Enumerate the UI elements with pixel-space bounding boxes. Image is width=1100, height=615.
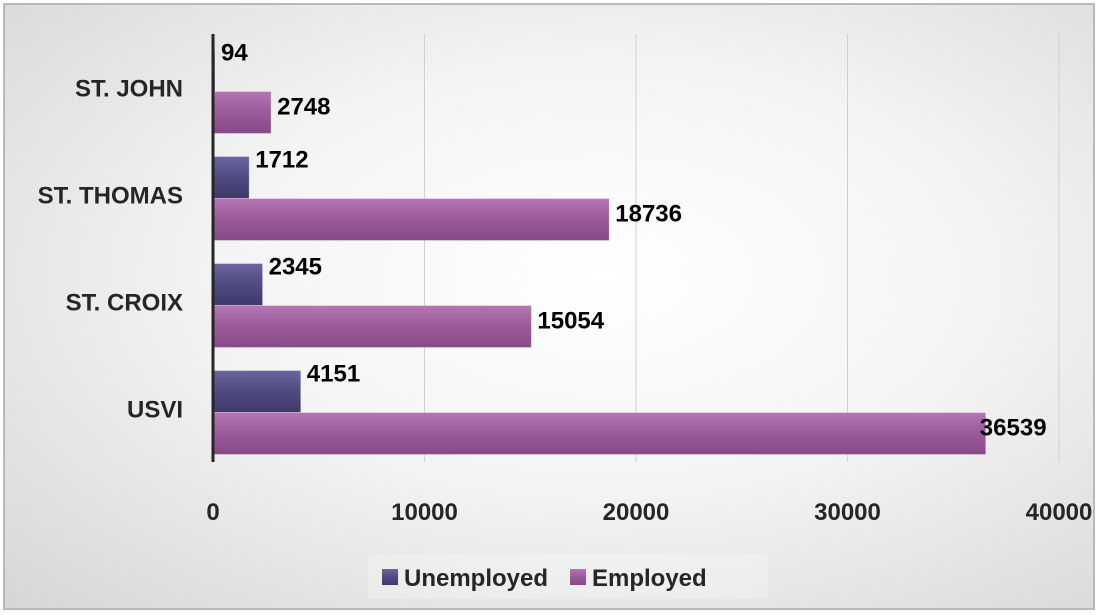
bar-employed (212, 412, 987, 455)
labels: 0 10000 20000 30000 40000 ST. JOHN 94 2748 ST. T… (38, 40, 1093, 527)
bar-unemployed (212, 370, 302, 413)
bar-unemployed (212, 263, 264, 306)
data-label: 94 (221, 40, 248, 67)
x-tick-label: 10000 (391, 499, 458, 526)
legend-label-employed: Employed (592, 565, 707, 592)
legend-swatch-employed (570, 569, 586, 585)
legend-label-unemployed: Unemployed (404, 565, 548, 592)
x-tick-label: 20000 (603, 499, 670, 526)
bar-employed (212, 198, 610, 241)
data-label: 2345 (269, 254, 322, 281)
category-label: ST. CROIX (66, 290, 183, 317)
data-label: 4151 (307, 361, 360, 388)
data-label: 18736 (615, 201, 682, 228)
bar-employed (212, 91, 272, 134)
category-label: USVI (127, 397, 183, 424)
legend-box (368, 555, 768, 599)
x-tick-label: 40000 (1026, 499, 1093, 526)
gridlines (424, 34, 1060, 462)
x-tick-label: 30000 (814, 499, 881, 526)
chart-frame (3, 3, 1095, 610)
data-label: 1712 (255, 147, 308, 174)
category-label: ST. THOMAS (38, 183, 183, 210)
data-label: 2748 (277, 94, 330, 121)
bar-unemployed (212, 156, 250, 199)
data-label: 36539 (980, 415, 1047, 442)
legend-swatch-unemployed (382, 569, 398, 585)
bar-employed (212, 305, 532, 348)
category-label: ST. JOHN (75, 76, 183, 103)
data-label: 15054 (537, 308, 604, 335)
legend: Unemployed Employed (368, 555, 768, 599)
bars (212, 49, 987, 455)
x-tick-label: 0 (206, 499, 219, 526)
